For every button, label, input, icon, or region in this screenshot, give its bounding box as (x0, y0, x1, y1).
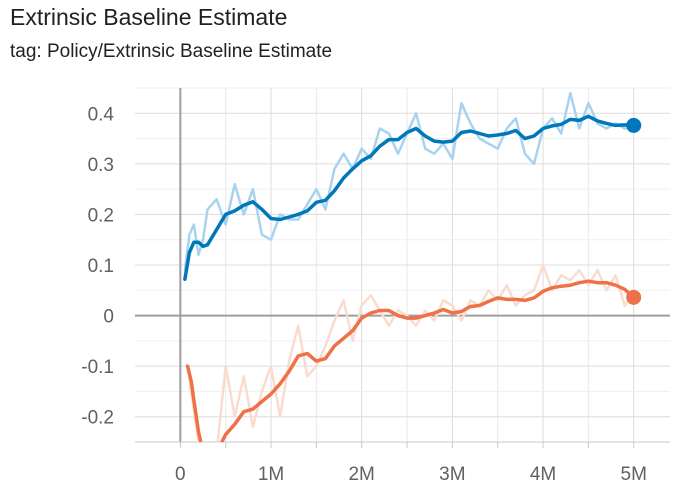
y-tick-label: 0.4 (88, 104, 115, 125)
y-tick-label: 0.2 (88, 205, 114, 226)
tick-labels: 0.4 0.3 0.2 0.1 0 -0.1 -0.2 0 1M 2M 3M 4M 5M (81, 104, 647, 485)
x-tick-label: 5M (621, 464, 647, 485)
series-end-markers (626, 117, 642, 305)
chart-title: Extrinsic Baseline Estimate (10, 4, 288, 30)
x-tick-label: 3M (439, 464, 465, 485)
series-1-smoothed-line (185, 279, 636, 442)
series-0-end-marker (626, 117, 642, 133)
chart-tag-subtitle: tag: Policy/Extrinsic Baseline Estimate (10, 41, 333, 62)
series-1-end-marker (626, 289, 642, 305)
series-1-raw-line (186, 263, 635, 442)
y-tick-label: -0.2 (81, 408, 114, 429)
raw-series-lines (183, 91, 635, 442)
smoothed-series-lines (183, 114, 636, 442)
y-tick-label: 0 (103, 307, 114, 328)
series-0-raw-line (183, 91, 635, 272)
x-tick-label: 0 (175, 464, 186, 485)
x-tick-label: 2M (348, 464, 374, 485)
y-tick-label: -0.1 (81, 357, 114, 378)
series-0-smoothed-line (183, 114, 636, 281)
x-tick-label: 1M (258, 464, 284, 485)
y-tick-label: 0.1 (88, 256, 114, 277)
y-tick-label: 0.3 (88, 155, 114, 176)
x-tick-label: 4M (530, 464, 556, 485)
